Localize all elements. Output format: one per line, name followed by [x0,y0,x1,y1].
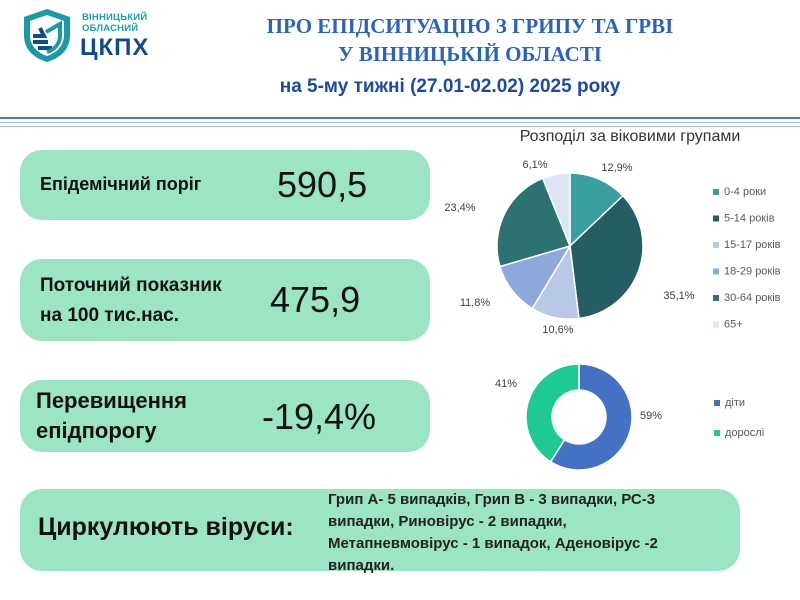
age-pie-data-label-30-64-років: 23,4% [444,202,475,214]
donut-legend-swatch-діти [714,400,720,406]
excess-value: -19,4% [262,396,377,437]
donut-legend-label-дорослі: дорослі [725,427,764,439]
age-pie-legend-label-15-17-років: 15-17 років [724,239,781,251]
excess-card: Перевищення епідпорогу -19,4% [20,380,430,452]
current-rate-label-line2: на 100 тис.нас. [40,305,180,326]
age-pie-title: Розподіл за віковими групами [519,128,741,145]
viruses-text: Грип А- 5 випадків, Грип В - 3 випадки, … [328,489,738,577]
current-rate-label-line1: Поточний показник [40,275,222,296]
logo-caption: ВІННИЦЬКИЙ ОБЛАСНИЙ [82,12,147,34]
donut-slice-діти [549,363,633,471]
logo-line1: ВІННИЦЬКИЙ [82,12,148,23]
header-divider [0,117,800,119]
logo-abbr: ЦКПХ [80,34,150,61]
age-pie-legend-swatch-18-29-років [713,268,719,275]
age-pie-legend-label-18-29-років: 18-29 років [724,266,781,278]
excess-label-line1: Перевищення [36,388,187,413]
logo-line2: ОБЛАСНИЙ [82,23,139,34]
viruses-text-line3: Метапневмовірус - 1 випадок, Аденовірус … [328,535,658,552]
children-adults-donut-chart: 59% 41% діти дорослі [495,363,764,471]
viruses-label: Циркулюють віруси: [38,513,294,541]
age-pie-data-label-65: 6,1% [522,159,547,171]
age-pie-data-label-15-17-років: 10,6% [542,324,573,336]
age-pie-legend-swatch-0-4-роки [713,189,719,195]
age-pie-data-label-5-14-років: 35,1% [663,290,694,302]
current-rate-value: 475,9 [270,279,361,320]
donut-legend-swatch-дорослі [714,430,720,436]
page-subtitle: на 5-му тижні (27.01-02.02) 2025 року [279,76,621,97]
viruses-text-line2: випадки, Риновірус - 2 випадки, [328,513,567,530]
header-divider-thin [0,122,800,123]
shield-logo-icon [24,9,70,62]
age-pie-legend-label-30-64-років: 30-64 років [724,292,781,304]
threshold-value: 590,5 [277,164,368,205]
age-pie-slice-30-64-років [496,177,572,268]
current-rate-label: Поточний показник на 100 тис.нас. [40,271,222,331]
threshold-card: Епідемічний поріг 590,5 [20,150,430,220]
current-rate-card: Поточний показник на 100 тис.нас. 475,9 [20,259,430,341]
excess-label: Перевищення епідпорогу [36,386,187,446]
age-pie-legend-label-5-14-років: 5-14 років [724,213,775,225]
viruses-card: Циркулюють віруси: Грип А- 5 випадків, Г… [20,489,740,574]
donut-data-label-дорослі: 41% [495,378,517,390]
header-divider-thin-2 [0,126,800,127]
age-pie-data-label-0-4-роки: 12,9% [601,162,632,174]
age-pie-legend-swatch-5-14-років [713,215,719,222]
age-pie-legend-swatch-30-64-років [713,295,719,301]
donut-slice-дорослі [525,363,580,463]
age-pie-legend-label-0-4-роки: 0-4 роки [724,186,766,198]
age-pie-slice-65 [541,172,571,247]
age-pie-slice-0-4-роки [569,172,625,248]
page-title-line1: ПРО ЕПІДСИТУАЦІЮ З ГРИПУ ТА ГРВІ [266,14,674,38]
age-pie-legend-swatch-15-17-років [713,242,719,248]
threshold-label: Епідемічний поріг [40,174,202,194]
age-pie-legend-label-65: 65+ [724,319,743,331]
viruses-text-line1: Грип А- 5 випадків, Грип В - 3 випадки, … [328,491,656,508]
page-title-line2: У ВІННИЦЬКІЙ ОБЛАСТІ [338,42,602,66]
viruses-text-line4: випадки. [328,557,395,574]
donut-legend-label-діти: діти [725,397,745,409]
excess-label-line2: епідпорогу [36,418,157,443]
age-pie-data-label-18-29-років: 11,8% [460,297,491,309]
age-pie-slice-5-14-років [569,194,644,320]
donut-data-label-діти: 59% [640,410,662,422]
age-pie-legend-swatch-65 [713,321,719,328]
logo: ВІННИЦЬКИЙ ОБЛАСНИЙ ЦКПХ [18,4,168,64]
age-pie-chart: 12,9% 35,1% 10,6% 11,8% 23,4% 6,1% 0-4 роки 5-1… [444,159,781,336]
